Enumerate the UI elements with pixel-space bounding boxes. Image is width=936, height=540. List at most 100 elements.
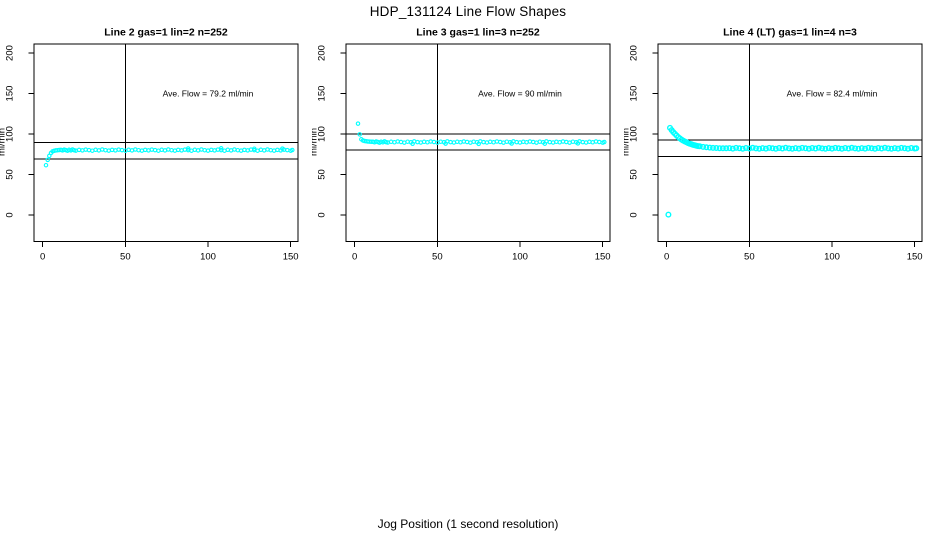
x-tick-label: 50 (432, 252, 443, 263)
panel-title: Line 2 gas=1 lin=2 n=252 (104, 27, 228, 39)
x-tick-label: 150 (907, 252, 923, 263)
data-point (789, 145, 796, 152)
data-point (855, 145, 862, 152)
data-point (280, 146, 285, 151)
ave-flow-annotation: Ave. Flow = 90 ml/min (478, 89, 562, 99)
data-point (542, 141, 548, 146)
y-tick-label: 150 (5, 86, 16, 102)
data-point (185, 146, 191, 151)
y-tick-label: 150 (629, 86, 640, 102)
data-point (575, 141, 581, 146)
panel-line-3: Line 3 gas=1 lin=3 n=252 ml/min 0 50 100 150 2… (312, 27, 611, 263)
data-point (762, 145, 769, 152)
data-point (45, 157, 50, 163)
data-point (723, 145, 730, 152)
x-tick-label: 150 (283, 252, 299, 263)
x-tick-label: 100 (200, 252, 216, 263)
x-tick-label: 100 (824, 252, 840, 263)
data-point (792, 145, 799, 152)
data-point (733, 144, 740, 151)
y-tick-label: 50 (317, 169, 328, 180)
data-point (410, 141, 415, 147)
data-point (913, 145, 920, 152)
data-point (802, 145, 809, 152)
flow-points (43, 146, 295, 168)
y-tick-label: 100 (317, 126, 328, 142)
x-tick-label: 50 (744, 252, 755, 263)
data-point (832, 144, 839, 151)
data-point (848, 144, 855, 151)
panel-title: Line 4 (LT) gas=1 lin=4 n=3 (723, 27, 857, 39)
data-point (782, 144, 789, 151)
data-point (878, 145, 885, 152)
y-tick-label: 200 (5, 45, 16, 61)
data-point (898, 144, 905, 151)
data-point (706, 144, 713, 151)
data-point (736, 145, 743, 152)
data-point (766, 144, 773, 151)
data-point (895, 145, 902, 152)
data-point (812, 145, 819, 152)
data-point (709, 144, 716, 151)
panel-line-2: Line 2 gas=1 lin=2 n=252 ml/min 0 50 100 150 2… (0, 27, 299, 263)
data-point (842, 144, 849, 151)
main-title: HDP_131124 Line Flow Shapes (369, 4, 567, 19)
data-point (838, 145, 845, 152)
data-point (871, 145, 878, 152)
data-point (888, 145, 895, 152)
data-point (43, 162, 49, 168)
data-point (815, 144, 822, 151)
data-point (885, 145, 892, 152)
data-point (218, 146, 224, 151)
y-tick-label: 0 (317, 212, 328, 217)
x-tick-label: 0 (664, 252, 669, 263)
data-point (357, 132, 362, 137)
data-point (825, 145, 832, 152)
data-point (852, 145, 859, 152)
data-point (443, 141, 448, 146)
panel-line-4-lt: Line 4 (LT) gas=1 lin=4 n=3 ml/min 0 50 100 1… (624, 27, 923, 263)
x-tick-label: 150 (595, 252, 611, 263)
x-tick-label: 100 (512, 252, 528, 263)
y-tick-label: 0 (629, 212, 640, 217)
data-point (696, 143, 703, 150)
data-point (431, 139, 437, 145)
data-point (772, 145, 779, 152)
data-point (746, 145, 753, 152)
data-point (703, 144, 710, 151)
data-point (742, 144, 749, 151)
y-axis-label: ml/min (312, 128, 320, 156)
data-point (509, 141, 514, 146)
y-tick-label: 0 (5, 212, 16, 217)
plot-box (345, 43, 611, 242)
data-point (875, 144, 882, 151)
y-tick-label: 100 (629, 126, 640, 142)
y-axis-label: ml/min (624, 128, 632, 156)
panel-title: Line 3 gas=1 lin=3 n=252 (416, 27, 540, 39)
y-tick-label: 200 (317, 45, 328, 61)
data-point (776, 144, 783, 151)
x-tick-label: 0 (40, 252, 45, 263)
data-point (809, 144, 816, 151)
flow-points (355, 121, 607, 147)
data-point (719, 145, 726, 152)
data-point (759, 145, 766, 152)
data-point (828, 145, 835, 152)
data-point (752, 145, 759, 152)
data-point (845, 145, 852, 152)
data-point (779, 145, 786, 152)
data-point (756, 145, 763, 152)
data-point (285, 147, 290, 153)
data-point (881, 144, 888, 151)
data-point (739, 145, 746, 152)
data-point (476, 141, 481, 147)
y-tick-label: 200 (629, 45, 640, 61)
data-point (785, 145, 792, 152)
data-point (713, 144, 720, 151)
data-point (252, 146, 257, 151)
data-point (805, 145, 812, 152)
y-tick-label: 50 (5, 169, 16, 180)
plot-box (657, 43, 923, 242)
data-point (799, 144, 806, 151)
